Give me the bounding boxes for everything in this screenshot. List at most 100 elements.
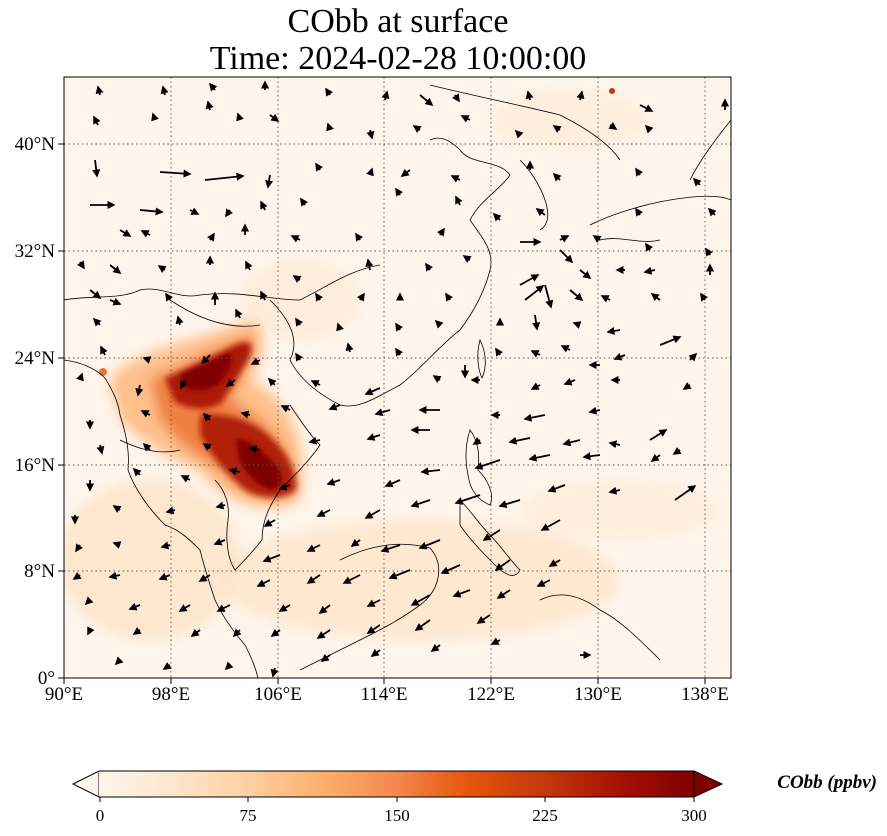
- wind-arrow: [265, 174, 274, 189]
- wind-arrow: [528, 453, 551, 462]
- wind-arrow: [180, 379, 188, 390]
- wind-arrow: [204, 172, 245, 181]
- wind-arrow: [639, 104, 654, 112]
- wind-arrow: [437, 227, 445, 237]
- lat-tick-label: 40°N: [15, 134, 56, 155]
- wind-arrow: [445, 292, 453, 302]
- wind-arrow: [364, 509, 381, 519]
- wind-arrow: [326, 478, 341, 486]
- wind-arrow: [659, 335, 682, 346]
- lon-tick-label: 138°E: [681, 684, 729, 705]
- wind-arrow: [270, 667, 279, 678]
- wind-arrow: [316, 509, 331, 517]
- wind-arrow: [563, 377, 576, 386]
- wind-arrow: [235, 308, 243, 319]
- wind-arrow: [410, 499, 431, 508]
- wind-arrow: [160, 541, 171, 550]
- wind-arrow: [278, 482, 291, 491]
- wind-arrow: [162, 662, 172, 670]
- wind-arrow: [365, 258, 374, 271]
- wind-arrow: [318, 604, 331, 615]
- colorbar-min-extend: [71, 770, 100, 798]
- wind-arrow: [142, 442, 152, 452]
- wind-arrow: [190, 628, 201, 637]
- wind-arrow: [692, 177, 702, 187]
- wind-arrow: [300, 197, 308, 207]
- wind-arrow: [364, 387, 381, 396]
- wind-arrow: [635, 207, 643, 217]
- wind-arrow: [89, 289, 102, 300]
- wind-arrow: [165, 506, 176, 515]
- lat-tick-label: 0°: [38, 668, 55, 689]
- wind-arrow: [606, 326, 621, 335]
- wind-arrow: [366, 129, 375, 140]
- wind-arrow: [425, 262, 433, 272]
- wind-arrow: [200, 354, 211, 365]
- wind-arrow: [75, 543, 83, 553]
- wind-arrow: [524, 285, 545, 301]
- wind-arrow: [498, 499, 521, 509]
- wind-arrow: [492, 212, 502, 222]
- lat-tick-label: 24°N: [15, 348, 56, 369]
- wind-arrow: [440, 564, 461, 575]
- lat-tick-labels: 0° 8°N 16°N 24°N 32°N 40°N: [15, 134, 56, 689]
- wind-arrow: [395, 187, 403, 197]
- wind-arrow: [532, 314, 541, 331]
- wind-arrow: [295, 317, 303, 327]
- colorbar-max-extend: [693, 770, 724, 798]
- wind-arrow: [474, 459, 501, 470]
- wind-arrow: [342, 574, 361, 584]
- wind-arrow: [414, 619, 431, 631]
- wind-arrow: [336, 322, 344, 332]
- wind-arrow: [216, 604, 231, 612]
- wind-arrow: [688, 352, 698, 362]
- wind-arrow: [525, 90, 534, 101]
- colorbar-gradient: [99, 771, 694, 797]
- wind-arrow: [202, 443, 212, 451]
- wind-arrow: [370, 648, 381, 657]
- wind-arrow: [108, 571, 121, 580]
- wind-arrow: [450, 175, 461, 183]
- wind-arrow: [608, 122, 618, 130]
- wind-arrow: [310, 380, 321, 388]
- wind-arrow: [644, 124, 654, 134]
- wind-arrow: [672, 447, 682, 455]
- wind-arrow: [77, 260, 85, 270]
- wind-arrow: [552, 125, 562, 133]
- wind-arrow: [400, 168, 411, 177]
- wind-arrow: [547, 484, 566, 493]
- wind-arrow: [225, 208, 233, 218]
- wind-arrow: [92, 159, 101, 178]
- wind-arrow: [569, 289, 584, 302]
- wind-arrow: [434, 319, 444, 329]
- wind-arrow: [316, 629, 331, 639]
- colorbar-tick-label: 150: [384, 806, 410, 825]
- wind-arrow: [160, 85, 169, 96]
- lat-tick-marks: [58, 143, 64, 679]
- lon-tick-label: 114°E: [361, 684, 408, 705]
- wind-arrow: [419, 94, 434, 107]
- lon-tick-label: 130°E: [574, 684, 622, 705]
- wind-arrow: [315, 162, 323, 172]
- wind-arrow: [236, 112, 244, 122]
- wind-arrow: [224, 661, 234, 671]
- wind-arrow: [381, 90, 390, 101]
- wind-vectors: [70, 80, 730, 678]
- wind-arrow: [496, 589, 511, 599]
- wind-arrow: [535, 208, 546, 217]
- wind-arrow: [357, 292, 365, 302]
- wind-arrow: [84, 596, 94, 606]
- wind-arrow: [132, 467, 142, 477]
- wind-arrow: [180, 475, 191, 483]
- wind-arrow: [707, 207, 717, 217]
- lat-tick-label: 32°N: [15, 241, 56, 262]
- map-frame: [63, 76, 732, 679]
- wind-arrow: [410, 594, 431, 606]
- wind-arrow: [482, 529, 501, 541]
- wind-arrow: [198, 574, 211, 582]
- wind-arrow: [207, 232, 215, 242]
- wind-arrow: [374, 408, 391, 417]
- wind-arrow: [139, 207, 164, 216]
- wind-arrow: [205, 100, 214, 111]
